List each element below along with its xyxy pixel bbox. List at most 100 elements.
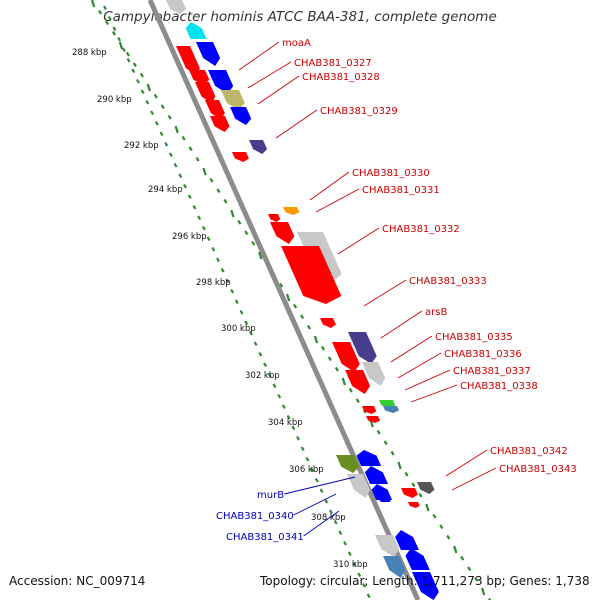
gene-arrow [210,116,230,132]
map-title: Campylobacter hominis ATCC BAA-381, comp… [103,9,497,25]
gene-arrow [166,0,187,14]
tick-mark [267,372,272,378]
outer-tick-ring [90,0,492,600]
gene-label: CHAB381_0332 [382,224,460,235]
tick-mark [223,198,228,204]
label-leader-line [247,61,292,89]
label-leader-line [404,369,451,391]
tick-mark [411,482,416,488]
gene-arrow [383,556,406,578]
tick-mark [139,72,144,78]
tick-mark [195,156,200,162]
tick-mark [480,587,486,596]
tick-mark [164,141,169,147]
gene-arrow [408,502,420,508]
tick-mark [244,320,249,326]
tick-mark [300,314,305,320]
tick-mark [383,440,388,446]
tick-mark [167,114,172,120]
tick-mark [397,461,402,470]
gene-arrow [176,46,200,76]
gene-label: CHAB381_0341 [226,532,304,543]
tick-mark [118,41,124,50]
gene-arrow [283,207,300,215]
tick-mark [305,456,310,462]
gene-label: moaA [282,38,311,49]
tick-mark [173,162,178,168]
accession-text: Accession: NC_009714 [9,574,146,588]
tick-mark [258,251,263,260]
tick-mark [279,282,284,288]
gene-arrow [383,406,400,413]
tick-mark [230,288,235,294]
tick-mark [132,62,137,68]
kbp-label: 310 kbp [333,560,368,570]
tick-mark [446,534,451,540]
tick-mark [286,414,291,420]
tick-mark [258,351,263,357]
tick-mark [334,366,339,372]
gene-arrow [270,222,295,244]
tick-mark [366,593,371,599]
kbp-label: 306 kbp [289,465,324,475]
tick-mark [352,561,357,567]
tick-mark [432,513,437,519]
tick-mark [98,9,103,15]
tick-mark [251,240,256,246]
tick-mark [296,435,300,441]
gene-arrow [371,484,393,500]
tick-mark [146,83,151,92]
genome-backbone [147,0,421,600]
gene-arrow [332,342,360,372]
tick-mark [183,183,187,189]
label-leader-line [410,384,458,403]
tick-mark [168,152,173,158]
tick-mark [121,47,126,53]
gene-arrow [375,535,400,557]
tick-mark [239,309,244,315]
gene-arrow [195,82,216,104]
tick-mark [306,324,312,330]
gene-label: CHAB381_0342 [490,446,568,457]
gene-label: CHAB381_0335 [435,332,513,343]
kbp-label: 300 kbp [221,324,256,334]
tick-mark [112,26,117,32]
label-leader-line [303,510,340,537]
gene-arrow [366,416,381,423]
tick-mark [125,51,130,57]
tick-mark [187,194,192,200]
label-leader-line [337,227,380,255]
tick-mark [126,57,131,63]
tick-mark [103,5,107,11]
tick-mark [291,425,296,431]
gene-arrow [364,466,389,484]
tick-mark [197,215,202,221]
gene-arrow [362,406,377,414]
gene-arrow [205,100,225,120]
tick-mark [319,488,324,494]
tick-mark [341,377,346,386]
tick-mark [404,471,409,477]
tick-mark [453,545,458,554]
inner-tick-ring [103,5,371,599]
gene-arrow [395,530,419,550]
gene-arrow [230,107,252,125]
tick-mark [300,446,305,452]
tick-mark [104,20,110,26]
gene-label: murB [257,490,284,501]
tick-mark [188,146,193,152]
gene-arrow [362,362,386,386]
label-leader-line [293,493,337,516]
gene-label: CHAB381_0328 [302,72,380,83]
tick-mark [117,36,122,42]
tick-mark [357,572,362,578]
tick-mark [111,30,117,36]
gene-label: CHAB381_0333 [409,276,487,287]
gene-label: CHAB381_0337 [453,366,531,377]
tick-mark [160,104,165,110]
gene-label: CHAB381_0336 [444,349,522,360]
tick-mark [211,246,216,252]
tick-mark [181,135,186,141]
gene-arrow [320,318,336,328]
